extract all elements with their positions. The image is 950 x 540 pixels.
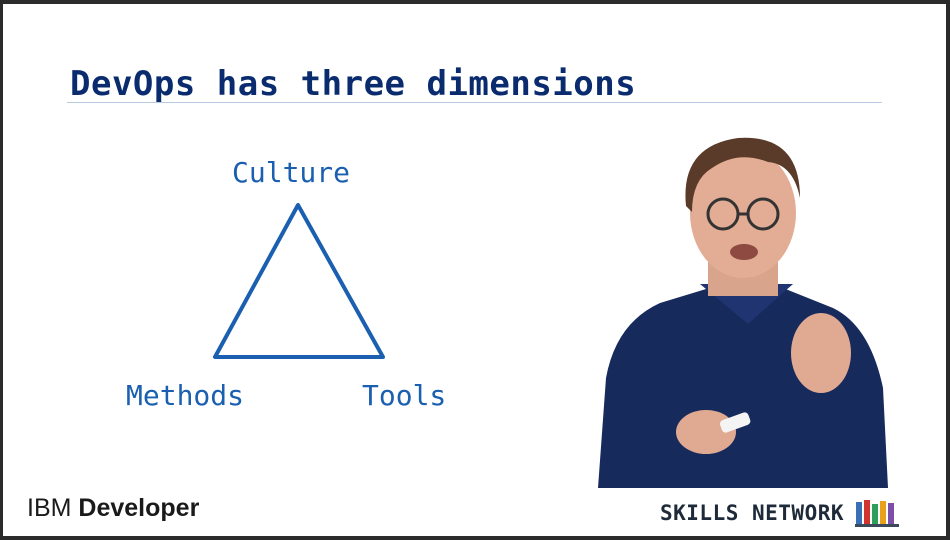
skills-network-text: SKILLS NETWORK bbox=[660, 501, 845, 525]
title-divider bbox=[67, 102, 882, 103]
video-frame: DevOps has three dimensions Culture Meth… bbox=[3, 4, 946, 536]
presenter-figure bbox=[598, 137, 888, 488]
dimension-tools: Tools bbox=[362, 379, 447, 412]
dimensions-triangle bbox=[213, 203, 385, 359]
brand-developer: Developer bbox=[78, 494, 200, 522]
slide-title: DevOps has three dimensions bbox=[70, 64, 637, 104]
skills-network-logo: SKILLS NETWORK bbox=[660, 498, 902, 528]
ibm-developer-logo: IBM Developer bbox=[27, 494, 199, 523]
dimension-culture: Culture bbox=[232, 156, 351, 189]
dimension-methods: Methods bbox=[126, 379, 245, 412]
books-icon bbox=[855, 500, 900, 527]
brand-ibm: IBM bbox=[27, 494, 72, 522]
